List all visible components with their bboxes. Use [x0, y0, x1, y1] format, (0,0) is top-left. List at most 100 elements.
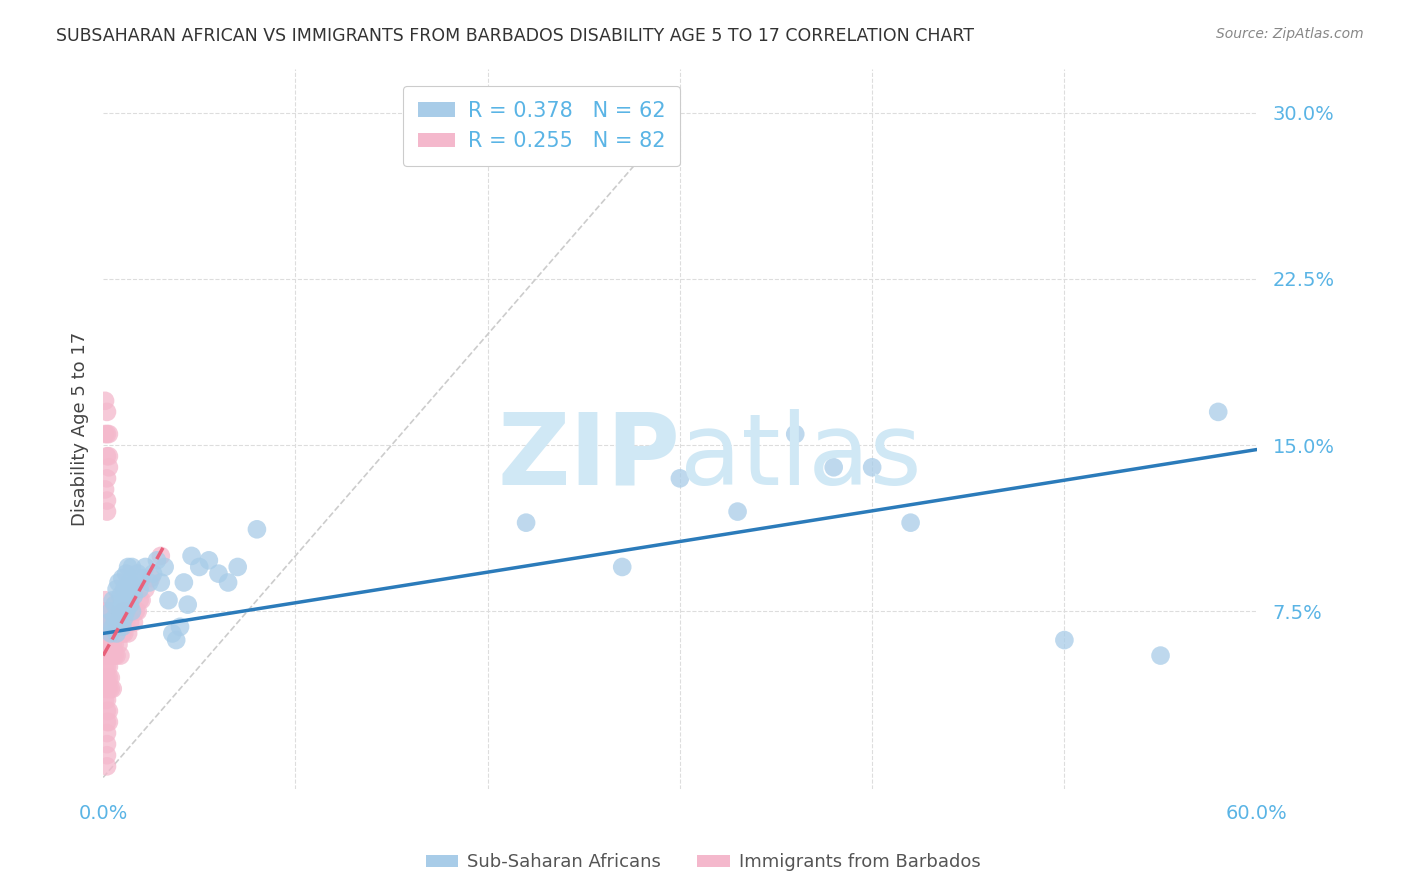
- Point: [117, 560, 139, 574]
- Point: [96, 704, 118, 718]
- Point: [94, 593, 117, 607]
- Point: [96, 405, 118, 419]
- Point: [107, 638, 129, 652]
- Point: [173, 575, 195, 590]
- Point: [131, 571, 153, 585]
- Point: [121, 604, 143, 618]
- Point: [111, 598, 134, 612]
- Point: [117, 589, 139, 603]
- Point: [110, 589, 132, 603]
- Point: [188, 560, 211, 574]
- Point: [94, 483, 117, 497]
- Point: [128, 582, 150, 596]
- Text: Source: ZipAtlas.com: Source: ZipAtlas.com: [1216, 27, 1364, 41]
- Point: [117, 626, 139, 640]
- Point: [110, 604, 132, 618]
- Point: [207, 566, 229, 581]
- Point: [128, 593, 150, 607]
- Point: [111, 620, 134, 634]
- Point: [107, 575, 129, 590]
- Point: [100, 626, 122, 640]
- Point: [94, 659, 117, 673]
- Text: atlas: atlas: [681, 409, 921, 506]
- Point: [105, 582, 128, 596]
- Point: [96, 638, 118, 652]
- Point: [226, 560, 249, 574]
- Point: [246, 522, 269, 536]
- Point: [100, 671, 122, 685]
- Point: [96, 493, 118, 508]
- Point: [101, 615, 124, 630]
- Point: [97, 615, 120, 630]
- Point: [121, 604, 143, 618]
- Point: [96, 604, 118, 618]
- Point: [125, 575, 148, 590]
- Point: [104, 611, 127, 625]
- Point: [115, 566, 138, 581]
- Point: [101, 593, 124, 607]
- Point: [146, 553, 169, 567]
- Point: [149, 575, 172, 590]
- Text: ZIP: ZIP: [496, 409, 681, 506]
- Point: [101, 620, 124, 634]
- Point: [96, 737, 118, 751]
- Point: [101, 648, 124, 663]
- Point: [100, 604, 122, 618]
- Point: [96, 714, 118, 729]
- Point: [115, 615, 138, 630]
- Point: [122, 589, 145, 603]
- Point: [177, 598, 200, 612]
- Point: [515, 516, 537, 530]
- Point: [165, 633, 187, 648]
- Point: [94, 693, 117, 707]
- Point: [100, 638, 122, 652]
- Point: [162, 626, 184, 640]
- Point: [97, 648, 120, 663]
- Point: [97, 659, 120, 673]
- Point: [118, 598, 141, 612]
- Point: [111, 571, 134, 585]
- Point: [96, 659, 118, 673]
- Point: [96, 726, 118, 740]
- Point: [122, 615, 145, 630]
- Point: [97, 714, 120, 729]
- Point: [127, 604, 149, 618]
- Point: [107, 626, 129, 640]
- Y-axis label: Disability Age 5 to 17: Disability Age 5 to 17: [72, 332, 89, 525]
- Point: [217, 575, 239, 590]
- Point: [94, 681, 117, 696]
- Text: SUBSAHARAN AFRICAN VS IMMIGRANTS FROM BARBADOS DISABILITY AGE 5 TO 17 CORRELATIO: SUBSAHARAN AFRICAN VS IMMIGRANTS FROM BA…: [56, 27, 974, 45]
- Point: [96, 471, 118, 485]
- Point: [131, 593, 153, 607]
- Point: [118, 575, 141, 590]
- Point: [1206, 405, 1229, 419]
- Point: [94, 615, 117, 630]
- Point: [97, 460, 120, 475]
- Point: [110, 648, 132, 663]
- Point: [100, 681, 122, 696]
- Point: [101, 638, 124, 652]
- Point: [104, 598, 127, 612]
- Point: [153, 560, 176, 574]
- Point: [112, 582, 135, 596]
- Point: [111, 626, 134, 640]
- Point: [860, 460, 883, 475]
- Point: [138, 575, 160, 590]
- Point: [94, 648, 117, 663]
- Point: [115, 604, 138, 618]
- Point: [96, 759, 118, 773]
- Point: [97, 427, 120, 442]
- Point: [94, 626, 117, 640]
- Point: [198, 553, 221, 567]
- Point: [94, 427, 117, 442]
- Point: [100, 626, 122, 640]
- Point: [669, 471, 692, 485]
- Point: [97, 626, 120, 640]
- Point: [100, 615, 122, 630]
- Point: [104, 638, 127, 652]
- Point: [94, 604, 117, 618]
- Point: [105, 626, 128, 640]
- Point: [823, 460, 845, 475]
- Point: [180, 549, 202, 563]
- Point: [105, 648, 128, 663]
